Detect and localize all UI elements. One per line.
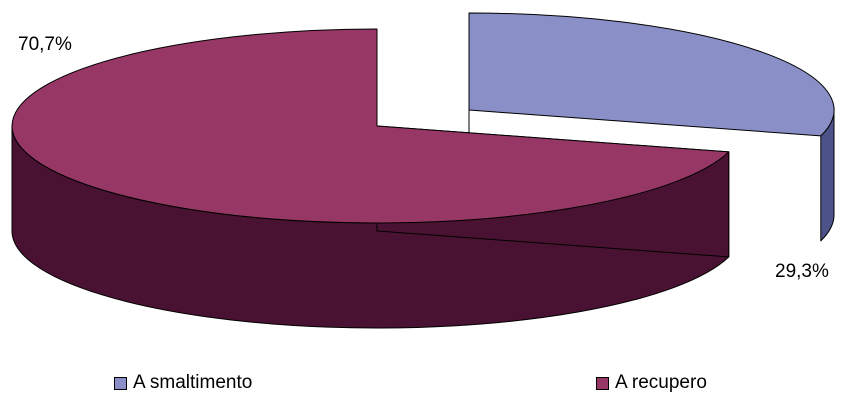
legend-swatch-a-smaltimento [114,376,127,390]
data-label-a-recupero: 70,7% [18,34,72,55]
slice-top-a-smaltimento [468,12,835,137]
slice-a-smaltimento [468,12,835,242]
legend-swatch-a-recupero [596,376,609,390]
legend-item-a-recupero: A recupero [596,372,707,394]
slice-a-recupero [11,28,730,329]
slice-top-a-recupero [11,28,730,224]
pie-chart: 29,3% 70,7% [11,12,835,329]
data-label-a-smaltimento: 29,3% [775,261,829,282]
legend-label-a-smaltimento: A smaltimento [133,372,253,393]
legend-label-a-recupero: A recupero [615,372,707,393]
legend: A smaltimento A recupero [0,372,863,396]
legend-item-a-smaltimento: A smaltimento [114,372,252,394]
